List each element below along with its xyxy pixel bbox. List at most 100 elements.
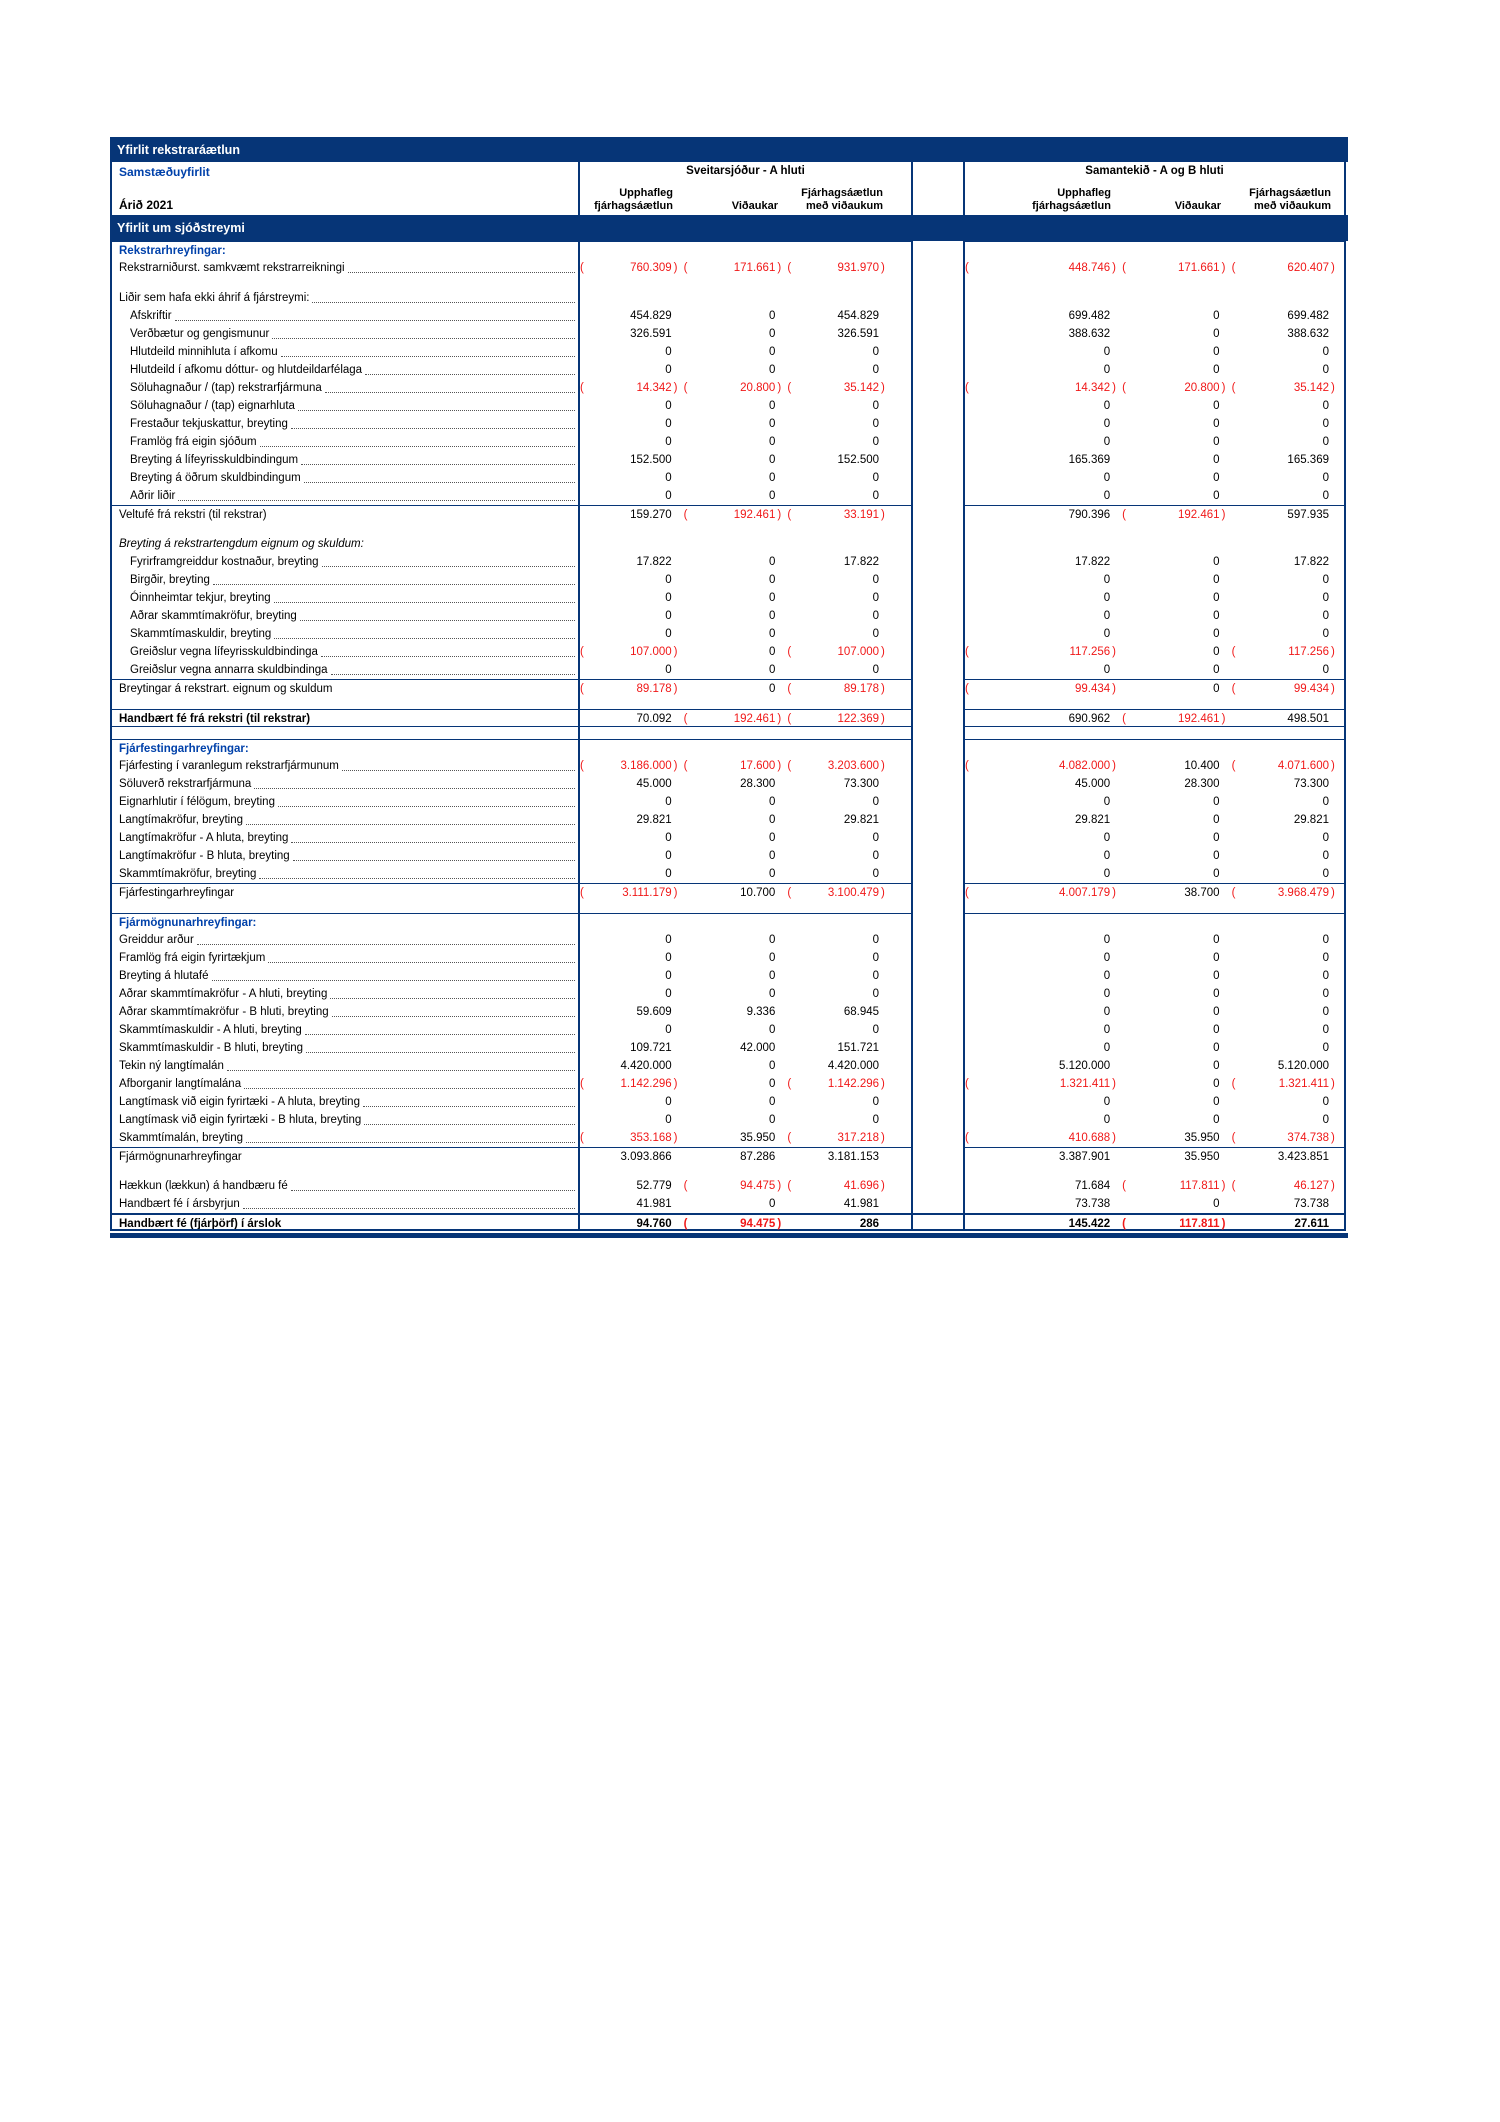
value-cell: (107.000) <box>580 646 678 658</box>
value-cell: (192.461) <box>1122 713 1226 725</box>
row-label: Breytingar á rekstrart. eignum og skuldu… <box>110 679 578 697</box>
row-label: Birgðir, breyting <box>110 571 578 589</box>
row-label: Fjármögnunarhreyfingar: <box>110 913 578 931</box>
values-group-b: 0 0 0 <box>963 829 1346 847</box>
value-cell: 0 <box>768 472 776 484</box>
value-cell: 0 <box>665 868 672 880</box>
dotted-leader <box>242 1195 575 1209</box>
values-group-a: 3.093.866 87.286 3.181.153 <box>578 1147 913 1165</box>
value-cell: 0 <box>1103 796 1111 808</box>
value-cell: (1.321.411) <box>1231 1078 1335 1090</box>
row-label-text: Frestaður tekjuskattur, breyting <box>130 418 288 430</box>
value-cell: (99.434) <box>965 683 1116 695</box>
values-group-b: 0 0 0 <box>963 343 1346 361</box>
value-cell: 152.500 <box>630 454 672 466</box>
value-cell: 3.093.866 <box>620 1151 672 1163</box>
row-label-text: Hækkun (lækkun) á handbæru fé <box>119 1180 288 1192</box>
row-label-text: Aðrar skammtímakröfur, breyting <box>130 610 297 622</box>
table-row: Hækkun (lækkun) á handbæru fé 52.779 (94.4… <box>110 1177 1348 1195</box>
value-cell: 0 <box>1213 1024 1220 1036</box>
row-label-text: Hlutdeild í afkomu dóttur- og hlutdeilda… <box>130 364 363 376</box>
value-cell <box>965 535 1122 553</box>
row-label-text: Rekstrarhreyfingar: <box>119 245 226 257</box>
row-label <box>110 697 578 709</box>
value-cell: 0 <box>1213 1198 1220 1210</box>
table-row: Afborganir langtímalána(1.142.296) 0(1.14… <box>110 1075 1348 1093</box>
group-gap <box>913 451 963 469</box>
value-cell: 4.420.000 <box>620 1060 672 1072</box>
value-cell: 0 <box>1213 592 1220 604</box>
value-cell: 0 <box>1322 850 1329 862</box>
value-cell: 0 <box>768 868 776 880</box>
value-cell: 0 <box>1213 814 1220 826</box>
value-cell: 0 <box>768 436 776 448</box>
group-gap <box>913 967 963 985</box>
group-gap <box>913 829 963 847</box>
values-group-b: (4.082.000) 10.400 (4.071.600) <box>963 757 1346 775</box>
values-group-b: 699.482 0 699.482 <box>963 307 1346 325</box>
value-cell: 0 <box>768 1060 776 1072</box>
value-cell: 45.000 <box>636 778 672 790</box>
value-cell: (94.475) <box>683 1180 782 1192</box>
value-cell: 5.120.000 <box>1277 1060 1329 1072</box>
dotted-leader <box>268 949 575 963</box>
value-cell <box>965 697 1122 709</box>
values-group-a: 41.981 0 41.981 <box>578 1195 913 1213</box>
values-group-b <box>963 535 1346 553</box>
row-label: Fjárfestingarhreyfingar <box>110 883 578 901</box>
dotted-leader <box>254 775 575 789</box>
value-cell <box>1232 1165 1341 1177</box>
value-cell: 0 <box>768 592 776 604</box>
table-row: Söluhagnaður / (tap) eignarhluta 0 0 0 0 0 0 <box>110 397 1348 415</box>
values-group-b <box>963 1165 1346 1177</box>
value-cell: 0 <box>872 850 880 862</box>
values-group-b: 5.120.000 0 5.120.000 <box>963 1057 1346 1075</box>
value-cell: 0 <box>1103 346 1111 358</box>
value-cell: (931.970) <box>787 262 885 274</box>
dotted-leader <box>362 1093 575 1107</box>
row-label-text: Fjárfesting í varanlegum rekstrarfjármun… <box>119 760 339 772</box>
group-gap <box>913 361 963 379</box>
table-row: Langtímakröfur - A hluta, breyting 0 0 0 0 0 0 <box>110 829 1348 847</box>
row-label-text: Handbært fé (fjárþörf) í árslok <box>119 1218 282 1230</box>
row-label: Hlutdeild minnihluta í afkomu <box>110 343 578 361</box>
row-label <box>110 277 578 289</box>
value-cell: 0 <box>872 952 880 964</box>
value-cell: 0 <box>872 364 880 376</box>
value-cell: (3.968.479) <box>1231 887 1335 899</box>
group-gap <box>913 433 963 451</box>
values-group-b <box>963 727 1346 739</box>
table-row <box>110 277 1348 289</box>
value-cell <box>580 914 684 931</box>
value-cell: 152.500 <box>837 454 880 466</box>
year-label: Árið 2021 <box>119 198 174 212</box>
value-cell: 42.000 <box>740 1042 776 1054</box>
dotted-leader <box>364 1111 575 1125</box>
table-row: Rekstrarhreyfingar: <box>110 241 1348 259</box>
values-group-a: 0 0 0 <box>578 343 913 361</box>
values-group-a: 454.829 0 454.829 <box>578 307 913 325</box>
value-cell: 0 <box>1322 364 1329 376</box>
value-cell: (410.688) <box>965 1132 1116 1144</box>
values-group-b: 0 0 0 <box>963 931 1346 949</box>
value-cell: 0 <box>665 490 672 502</box>
values-group-a: 17.822 0 17.822 <box>578 553 913 571</box>
value-cell: 59.609 <box>636 1006 672 1018</box>
value-cell: 17.822 <box>1074 556 1111 568</box>
row-label: Tekin ný langtímalán <box>110 1057 578 1075</box>
value-cell: 0 <box>872 346 880 358</box>
value-cell <box>1122 697 1231 709</box>
value-cell: 0 <box>1213 490 1220 502</box>
value-cell: 0 <box>1322 472 1329 484</box>
value-cell: 0 <box>1213 310 1220 322</box>
group-gap <box>913 1147 963 1165</box>
values-group-b: 0 0 0 <box>963 487 1346 505</box>
value-cell <box>684 242 788 259</box>
values-group-a: 0 0 0 <box>578 865 913 883</box>
value-cell <box>684 535 788 553</box>
values-group-a: 94.760 (94.475) 286 <box>578 1213 913 1231</box>
group-gap <box>913 775 963 793</box>
value-cell: 0 <box>1213 850 1220 862</box>
value-cell: 0 <box>872 1096 880 1108</box>
